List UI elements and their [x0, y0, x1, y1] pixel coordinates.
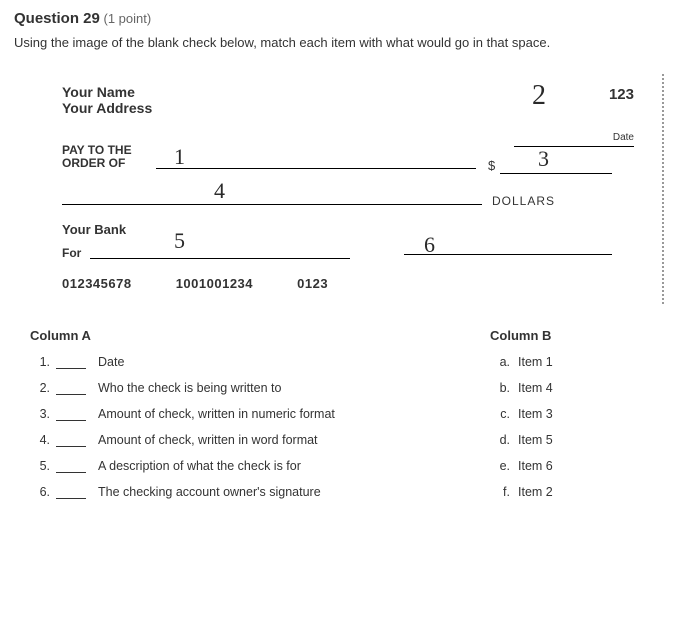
column-a-row: 6. The checking account owner's signature: [30, 485, 430, 499]
column-a-row: 3. Amount of check, written in numeric fo…: [30, 407, 430, 421]
check-for-label: For: [62, 246, 81, 260]
check-routing: 012345678: [62, 276, 132, 291]
column-a-title: Column A: [30, 328, 430, 343]
column-a-text: Amount of check, written in word format: [98, 433, 318, 447]
check-date-line: [514, 146, 634, 147]
column-a-blank[interactable]: [56, 459, 86, 473]
column-b-letter: d.: [490, 433, 510, 447]
check-signature-line: [404, 254, 612, 255]
check-account: 1001001234: [176, 276, 253, 291]
check-image: Your Name Your Address 123 Date PAY TO T…: [44, 74, 664, 304]
column-b-text: Item 5: [518, 433, 553, 447]
check-checknum: 0123: [297, 276, 328, 291]
question-prompt: Using the image of the blank check below…: [14, 35, 679, 50]
column-a-number: 3.: [30, 407, 50, 421]
check-payto-line2: ORDER OF: [62, 156, 125, 170]
check-amount-words-line: [62, 204, 482, 205]
check-name: Your Name: [62, 84, 638, 100]
column-b-letter: b.: [490, 381, 510, 395]
column-b-letter: f.: [490, 485, 510, 499]
column-a-number: 6.: [30, 485, 50, 499]
check-payto-label: PAY TO THE ORDER OF: [62, 144, 132, 170]
column-b: Column B a. Item 1 b. Item 4 c. Item 3 d. Item …: [490, 328, 553, 511]
matching-columns: Column A 1. Date 2. Who the check is being …: [30, 328, 679, 511]
column-b-title: Column B: [490, 328, 553, 343]
handwritten-5: 5: [174, 228, 185, 254]
column-a-blank[interactable]: [56, 433, 86, 447]
column-a-text: A description of what the check is for: [98, 459, 301, 473]
check-payto-line: [156, 168, 476, 169]
column-b-letter: a.: [490, 355, 510, 369]
column-a-number: 4.: [30, 433, 50, 447]
check-dollars-label: DOLLARS: [492, 194, 555, 208]
column-b-row: d. Item 5: [490, 433, 553, 447]
handwritten-1: 1: [174, 144, 185, 170]
column-b-text: Item 1: [518, 355, 553, 369]
handwritten-4: 4: [214, 178, 225, 204]
column-b-row: a. Item 1: [490, 355, 553, 369]
check-bank: Your Bank: [62, 222, 126, 237]
column-b-text: Item 3: [518, 407, 553, 421]
column-a-row: 1. Date: [30, 355, 430, 369]
column-b-row: b. Item 4: [490, 381, 553, 395]
column-a-row: 4. Amount of check, written in word forma…: [30, 433, 430, 447]
column-a-blank[interactable]: [56, 485, 86, 499]
check-bottom-numbers: 012345678 1001001234 0123: [62, 276, 368, 291]
question-title: Question 29: [14, 10, 100, 27]
column-a-number: 2.: [30, 381, 50, 395]
column-a-number: 1.: [30, 355, 50, 369]
column-a-text: Amount of check, written in numeric form…: [98, 407, 335, 421]
check-for-line: [90, 258, 350, 259]
check-payto-line1: PAY TO THE: [62, 143, 132, 157]
column-b-row: f. Item 2: [490, 485, 553, 499]
column-b-row: c. Item 3: [490, 407, 553, 421]
handwritten-3: 3: [538, 146, 549, 172]
handwritten-6: 6: [424, 232, 435, 258]
question-header: Question 29 (1 point): [14, 10, 679, 27]
question-points: (1 point): [103, 11, 151, 26]
check-address: Your Address: [62, 100, 638, 116]
column-a-number: 5.: [30, 459, 50, 473]
column-a: Column A 1. Date 2. Who the check is being …: [30, 328, 430, 511]
column-b-text: Item 2: [518, 485, 553, 499]
column-a-text: Who the check is being written to: [98, 381, 281, 395]
column-b-letter: c.: [490, 407, 510, 421]
column-a-row: 5. A description of what the check is for: [30, 459, 430, 473]
column-a-blank[interactable]: [56, 407, 86, 421]
column-a-row: 2. Who the check is being written to: [30, 381, 430, 395]
check-date-label: Date: [613, 132, 634, 143]
column-b-letter: e.: [490, 459, 510, 473]
column-b-row: e. Item 6: [490, 459, 553, 473]
check-dollar-sign: $: [488, 158, 495, 173]
check-amount-box: [500, 154, 612, 174]
handwritten-2: 2: [532, 80, 546, 112]
column-a-blank[interactable]: [56, 355, 86, 369]
column-a-blank[interactable]: [56, 381, 86, 395]
column-a-text: The checking account owner's signature: [98, 485, 321, 499]
column-a-text: Date: [98, 355, 124, 369]
column-b-text: Item 6: [518, 459, 553, 473]
column-b-text: Item 4: [518, 381, 553, 395]
check-number: 123: [609, 86, 634, 103]
